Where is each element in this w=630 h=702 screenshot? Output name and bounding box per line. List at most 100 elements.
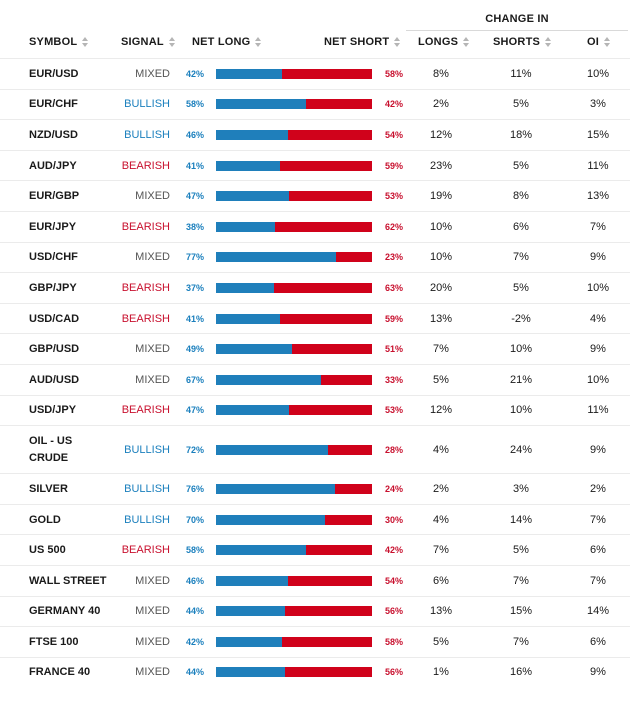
oi-change-cell: 7% [590, 513, 606, 526]
symbol-cell[interactable]: OIL - US CRUDE [29, 434, 73, 464]
signal-cell: BEARISH [121, 159, 170, 172]
signal-cell: MIXED [135, 190, 170, 203]
long-fill [216, 514, 326, 525]
net-short-percent: 23% [384, 252, 403, 263]
long-fill [216, 667, 285, 678]
oi-change-cell: 13% [586, 190, 610, 203]
net-long-percent: 38% [185, 221, 204, 232]
symbol-cell[interactable]: NZD/USD [29, 128, 78, 141]
oi-change-cell: 6% [590, 635, 606, 648]
longs-header-label: LONGS [418, 36, 459, 48]
long-fill [216, 313, 280, 324]
table-row[interactable]: EUR/USD MIXED 42% 58% 8% 11% 10% [0, 58, 630, 89]
symbol-cell[interactable]: USD/CHF [29, 251, 78, 264]
table-row[interactable]: AUD/JPY BEARISH 41% 59% 23% 5% 11% [0, 149, 630, 181]
sentiment-bar [216, 514, 372, 525]
shorts-change-cell: 7% [513, 251, 529, 264]
net-short-percent: 53% [384, 191, 403, 202]
net-short-percent: 28% [384, 444, 403, 455]
table-row[interactable]: EUR/GBP MIXED 47% 53% 19% 8% 13% [0, 180, 630, 211]
table-row[interactable]: FRANCE 40 MIXED 44% 56% 1% 16% 9% [0, 656, 630, 688]
table-row[interactable]: USD/CHF MIXED 77% 23% 10% 7% 9% [0, 241, 630, 273]
longs-change-cell: 6% [433, 574, 449, 587]
long-fill [216, 444, 329, 455]
signal-column-header[interactable]: SIGNAL [121, 36, 176, 48]
net-short-header-label: NET SHORT [324, 36, 390, 48]
net-short-percent: 63% [384, 282, 403, 293]
shorts-change-cell: 21% [509, 373, 533, 386]
table-row[interactable]: NZD/USD BULLISH 46% 54% 12% 18% 15% [0, 119, 630, 150]
net-short-percent: 54% [384, 129, 403, 140]
net-long-percent: 47% [185, 191, 204, 202]
net-long-percent: 46% [185, 575, 204, 586]
table-row[interactable]: GOLD BULLISH 70% 30% 4% 14% 7% [0, 503, 630, 535]
symbol-cell[interactable]: GERMANY 40 [29, 605, 101, 618]
signal-cell: BEARISH [121, 220, 170, 233]
symbol-cell[interactable]: USD/CAD [29, 312, 80, 325]
table-row[interactable]: USD/JPY BEARISH 47% 53% 12% 10% 11% [0, 394, 630, 426]
sentiment-bar [216, 374, 372, 385]
table-row[interactable]: EUR/JPY BEARISH 38% 62% 10% 6% 7% [0, 210, 630, 242]
sentiment-bar [216, 545, 372, 556]
table-row[interactable]: GBP/USD MIXED 49% 51% 7% 10% 9% [0, 333, 630, 364]
shorts-change-cell: 8% [513, 190, 529, 203]
net-long-percent: 44% [185, 606, 204, 617]
oi-change-cell: 7% [590, 574, 606, 587]
symbol-cell[interactable]: GBP/USD [29, 343, 80, 356]
net-short-column-header[interactable]: NET SHORT [324, 36, 401, 48]
long-fill [216, 68, 282, 79]
shorts-change-cell: 5% [513, 159, 529, 172]
longs-change-cell: 10% [429, 251, 453, 264]
net-short-percent: 42% [384, 99, 403, 110]
table-row[interactable]: FTSE 100 MIXED 42% 58% 5% 7% 6% [0, 626, 630, 657]
net-long-percent: 58% [185, 545, 204, 556]
shorts-column-header[interactable]: SHORTS [493, 36, 552, 48]
sort-icon [168, 37, 176, 48]
sentiment-bar [216, 191, 372, 202]
signal-cell: MIXED [135, 251, 170, 264]
net-long-column-header[interactable]: NET LONG [192, 36, 262, 48]
sentiment-bar [216, 444, 372, 455]
table-row[interactable]: US 500 BEARISH 58% 42% 7% 5% 6% [0, 534, 630, 565]
table-row[interactable]: GBP/JPY BEARISH 37% 63% 20% 5% 10% [0, 272, 630, 303]
net-long-percent: 67% [185, 374, 204, 385]
symbol-cell[interactable]: AUD/USD [29, 373, 80, 386]
symbol-cell[interactable]: GOLD [29, 513, 61, 526]
symbol-cell[interactable]: EUR/GBP [29, 190, 80, 203]
symbol-cell[interactable]: EUR/JPY [29, 220, 77, 233]
longs-change-cell: 12% [429, 404, 453, 417]
sentiment-bar [216, 483, 372, 494]
table-row[interactable]: AUD/USD MIXED 67% 33% 5% 21% 10% [0, 363, 630, 395]
oi-change-cell: 14% [586, 605, 610, 618]
symbol-cell[interactable]: US 500 [29, 544, 66, 557]
table-row[interactable]: GERMANY 40 MIXED 44% 56% 13% 15% 14% [0, 595, 630, 627]
symbol-cell[interactable]: FTSE 100 [29, 635, 79, 648]
table-row[interactable]: EUR/CHF BULLISH 58% 42% 2% 5% 3% [0, 88, 630, 120]
signal-cell: BEARISH [121, 281, 170, 294]
table-row[interactable]: USD/CAD BEARISH 41% 59% 13% -2% 4% [0, 302, 630, 334]
longs-change-cell: 13% [429, 605, 453, 618]
symbol-column-header[interactable]: SYMBOL [29, 36, 89, 48]
table-row[interactable]: WALL STREET MIXED 46% 54% 6% 7% 7% [0, 564, 630, 596]
symbol-cell[interactable]: EUR/USD [29, 67, 79, 80]
net-short-percent: 56% [384, 606, 403, 617]
symbol-cell[interactable]: EUR/CHF [29, 98, 78, 111]
symbol-cell[interactable]: AUD/JPY [29, 159, 77, 172]
shorts-change-cell: 3% [513, 482, 529, 495]
longs-change-cell: 10% [429, 220, 453, 233]
longs-change-cell: 4% [433, 513, 449, 526]
long-fill [216, 129, 288, 140]
symbol-cell[interactable]: SILVER [29, 482, 68, 495]
shorts-change-cell: 18% [509, 128, 533, 141]
symbol-cell[interactable]: GBP/JPY [29, 281, 77, 294]
symbol-cell[interactable]: FRANCE 40 [29, 666, 91, 679]
longs-column-header[interactable]: LONGS [418, 36, 470, 48]
sentiment-bar [216, 282, 372, 293]
table-row[interactable]: OIL - US CRUDE BULLISH 72% 28% 4% 24% 9% [0, 425, 630, 473]
symbol-cell[interactable]: USD/JPY [29, 404, 77, 417]
symbol-cell[interactable]: WALL STREET [29, 574, 107, 587]
table-row[interactable]: SILVER BULLISH 76% 24% 2% 3% 2% [0, 473, 630, 504]
sentiment-bar [216, 252, 372, 263]
oi-change-cell: 2% [590, 482, 606, 495]
oi-column-header[interactable]: OI [587, 36, 611, 48]
